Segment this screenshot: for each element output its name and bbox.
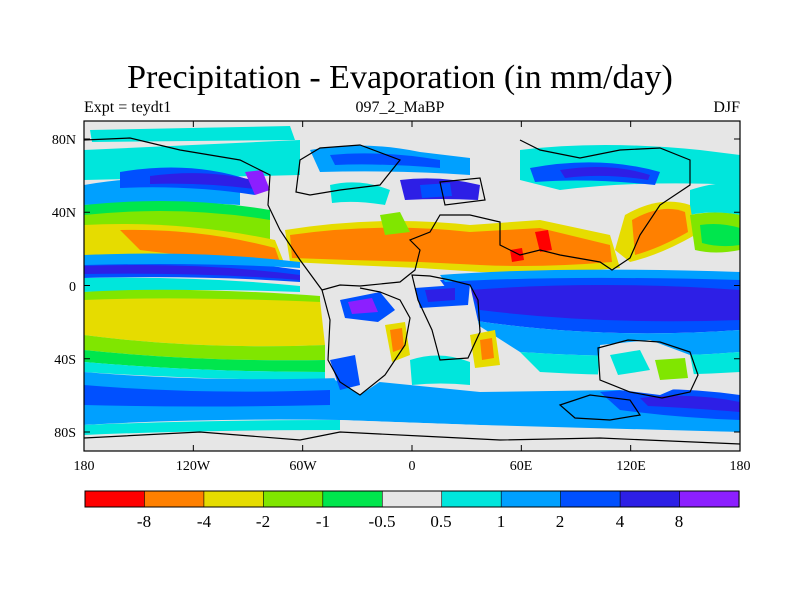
y-tick-label: 80S xyxy=(54,426,76,441)
colorbar-label: -0.5 xyxy=(369,512,396,531)
scandinavia-outline xyxy=(439,177,486,206)
field-region xyxy=(632,208,688,255)
field-region xyxy=(84,277,300,292)
colorbar-label: -4 xyxy=(197,512,212,531)
x-tick-label: 120E xyxy=(616,459,646,474)
colorbar-label: 8 xyxy=(675,512,684,531)
field-layer xyxy=(84,121,740,451)
colorbar-swatch xyxy=(619,490,681,508)
x-tick-label: 180 xyxy=(730,459,751,474)
field-region xyxy=(348,298,378,314)
colorbar-label: -1 xyxy=(316,512,330,531)
field-region xyxy=(330,153,440,168)
field-region xyxy=(535,230,552,252)
field-region xyxy=(245,170,270,195)
south-america-outline xyxy=(321,287,411,396)
field-region xyxy=(410,355,470,385)
colorbar-label: -2 xyxy=(256,512,270,531)
colorbar-label: -8 xyxy=(137,512,151,531)
field-region xyxy=(84,293,325,347)
field-region xyxy=(420,183,452,198)
greenland-outline xyxy=(295,144,401,196)
colorbar-swatch xyxy=(144,490,205,508)
x-tick-label: 120W xyxy=(176,459,211,474)
field-region xyxy=(425,288,455,302)
colorbar-swatch xyxy=(322,490,383,508)
season-label: DJF xyxy=(713,99,740,116)
field-region xyxy=(290,227,612,266)
field-region xyxy=(84,289,320,302)
colorbar-swatch xyxy=(263,490,324,508)
colorbar-swatch xyxy=(84,490,146,508)
colorbar-swatch xyxy=(203,490,264,508)
x-tick-label: 60E xyxy=(510,459,533,474)
colorbar-swatch xyxy=(500,490,562,508)
x-tick-label: 180 xyxy=(74,459,95,474)
colorbar-swatch xyxy=(381,490,443,508)
field-region xyxy=(84,372,740,432)
africa-outline xyxy=(411,274,481,361)
map-title: Precipitation - Evaporation (in mm/day) xyxy=(127,59,673,96)
field-region xyxy=(610,350,650,375)
y-tick-marks xyxy=(84,138,740,433)
colorbar-label: 0.5 xyxy=(430,512,451,531)
y-tick-label: 80N xyxy=(52,133,76,148)
field-region xyxy=(470,285,740,322)
colorbar-label: 2 xyxy=(556,512,565,531)
colorbar-swatch xyxy=(679,490,740,508)
x-tick-marks xyxy=(83,121,741,451)
field-region xyxy=(440,269,740,282)
field-region xyxy=(84,385,330,407)
field-region xyxy=(84,420,340,435)
antarctic-island-outline xyxy=(558,394,642,421)
antarctica-outline xyxy=(83,431,741,445)
field-region xyxy=(470,320,740,356)
y-tick-label: 40S xyxy=(54,353,76,368)
y-tick-label: 40N xyxy=(52,206,76,221)
colorbar-label: 4 xyxy=(616,512,625,531)
field-region xyxy=(390,328,404,352)
field-region xyxy=(90,126,295,142)
colorbar-swatch xyxy=(441,490,502,508)
field-region xyxy=(84,253,300,268)
period-label: 097_2_MaBP xyxy=(355,99,445,116)
colorbar xyxy=(84,490,740,508)
field-region xyxy=(480,338,494,360)
field-region xyxy=(690,183,740,215)
field-region xyxy=(560,166,650,180)
field-region xyxy=(330,355,360,390)
field-region xyxy=(380,212,410,235)
field-region xyxy=(150,173,262,190)
experiment-label: Expt = teydt1 xyxy=(84,99,172,116)
field-region xyxy=(84,350,325,372)
y-tick-label: 0 xyxy=(69,280,76,295)
colorbar-label: 1 xyxy=(497,512,506,531)
northern-coastline xyxy=(83,137,691,291)
field-region xyxy=(330,182,390,205)
field-region xyxy=(640,395,740,412)
field-region xyxy=(700,224,740,247)
x-tick-label: 0 xyxy=(409,459,416,474)
field-region xyxy=(84,362,325,380)
field-region xyxy=(84,335,325,361)
field-region xyxy=(120,229,280,262)
australia-outline xyxy=(597,339,699,399)
field-region xyxy=(655,358,688,380)
colorbar-frame xyxy=(84,490,740,508)
coastlines xyxy=(83,137,741,445)
colorbar-swatch xyxy=(560,490,621,508)
x-tick-label: 60W xyxy=(289,459,317,474)
field-region xyxy=(84,265,300,280)
